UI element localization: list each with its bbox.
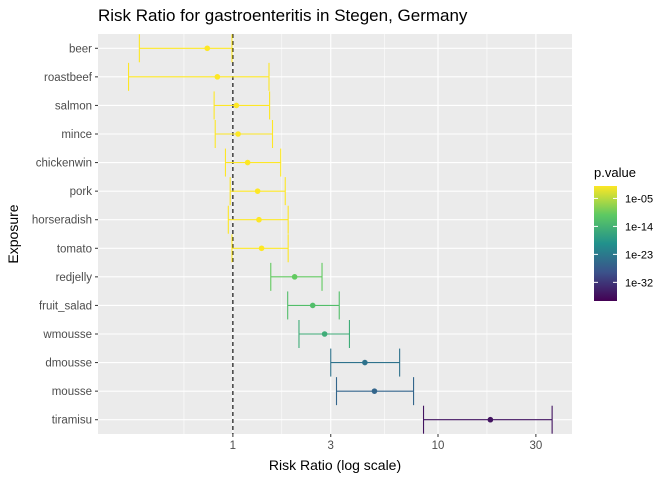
estimate-point xyxy=(204,45,211,52)
legend: p.value 1e-05 1e-14 1e-23 1e-32 xyxy=(594,165,653,301)
estimate-point xyxy=(254,188,261,194)
y-tick-label: mousse xyxy=(52,386,92,398)
row-mousse xyxy=(335,377,415,406)
y-tick-label: redjelly xyxy=(56,272,93,284)
y-tick-label: beer xyxy=(69,43,92,55)
row-beer xyxy=(138,34,233,63)
legend-title: p.value xyxy=(594,165,636,180)
row-salmon xyxy=(213,91,271,120)
estimate-point xyxy=(214,74,221,80)
y-tick-label: roastbeef xyxy=(44,72,93,84)
data-marks xyxy=(128,34,553,434)
row-wmousse xyxy=(298,320,350,348)
estimate-point xyxy=(291,274,298,280)
colorbar-ticks: 1e-05 1e-14 1e-23 1e-32 xyxy=(594,193,653,289)
row-dmousse xyxy=(330,348,401,377)
estimate-point xyxy=(362,359,368,366)
estimate-point xyxy=(487,416,494,423)
y-axis: beer roastbeef salmon mince chickenwin pork ho… xyxy=(32,43,98,427)
y-tick-label: tomato xyxy=(57,243,92,255)
y-tick-label: fruit_salad xyxy=(39,300,92,312)
estimate-point xyxy=(258,245,265,252)
colorbar-tick-label: 1e-23 xyxy=(625,249,653,261)
colorbar-tick-label: 1e-14 xyxy=(625,221,653,233)
x-tick-label: 3 xyxy=(328,440,334,452)
estimate-point xyxy=(235,131,241,137)
y-tick-label: salmon xyxy=(55,100,92,112)
row-chickenwin xyxy=(224,148,282,177)
y-tick-label: chickenwin xyxy=(36,158,92,170)
chart-title: Risk Ratio for gastroenteritis in Stegen… xyxy=(98,6,468,25)
plot-panel xyxy=(98,34,572,434)
y-tick-label: tiramisu xyxy=(52,415,92,427)
row-roastbeef xyxy=(128,62,270,91)
estimate-point xyxy=(371,388,378,394)
x-tick-label: 30 xyxy=(529,440,542,452)
estimate-point xyxy=(321,331,328,337)
y-tick-label: pork xyxy=(70,186,93,198)
colorbar xyxy=(594,186,617,301)
estimate-point xyxy=(256,216,262,223)
row-mince xyxy=(214,120,274,148)
y-tick-label: wmousse xyxy=(42,329,92,341)
row-tomato xyxy=(231,234,289,263)
estimate-point xyxy=(233,102,240,109)
y-tick-label: mince xyxy=(61,129,92,141)
y-tick-label: dmousse xyxy=(45,358,92,370)
row-tiramisu xyxy=(422,405,553,434)
estimate-point xyxy=(309,302,316,309)
row-redjelly xyxy=(270,262,323,291)
x-axis: 1 3 10 30 xyxy=(230,434,542,452)
x-axis-title: Risk Ratio (log scale) xyxy=(269,457,401,473)
estimate-point xyxy=(244,159,251,166)
row-fruit_salad xyxy=(287,291,340,320)
colorbar-tick-label: 1e-32 xyxy=(625,277,653,289)
x-tick-label: 1 xyxy=(230,440,236,452)
colorbar-tick-label: 1e-05 xyxy=(625,193,653,205)
row-pork xyxy=(229,177,286,206)
y-axis-title: Exposure xyxy=(5,204,21,263)
row-horseradish xyxy=(227,205,289,234)
x-tick-label: 10 xyxy=(432,440,445,452)
y-tick-label: horseradish xyxy=(32,215,92,227)
